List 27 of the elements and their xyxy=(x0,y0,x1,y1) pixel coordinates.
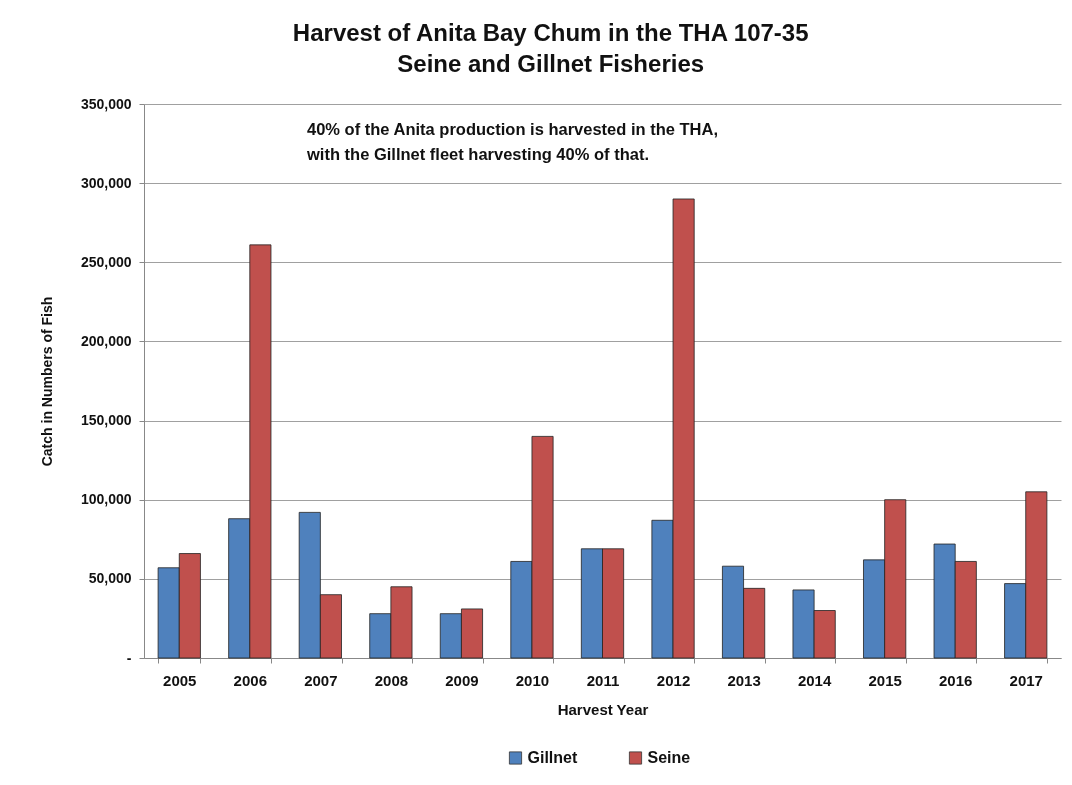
x-tick-label: 2006 xyxy=(233,671,267,689)
y-tick-label: - xyxy=(126,649,132,666)
y-tick-label: 200,000 xyxy=(80,332,132,349)
x-tick-label: 2005 xyxy=(163,671,197,689)
y-tick-label: 50,000 xyxy=(88,570,132,587)
x-tick-label: 2016 xyxy=(939,671,973,689)
x-tick-label: 2008 xyxy=(374,671,409,689)
annotation: 40% of the Anita production is harvested in the THA, with the Gillnet fleet harvesting 40% of that. xyxy=(306,120,719,163)
legend-label: Seine xyxy=(647,749,691,766)
x-tick-label: 2010 xyxy=(515,671,550,689)
y-tick-label: 150,000 xyxy=(80,412,132,429)
y-tick-label: 250,000 xyxy=(80,253,132,270)
y-tick-label: 300,000 xyxy=(80,174,132,191)
x-tick-label: 2011 xyxy=(586,671,620,689)
y-tick-label: 100,000 xyxy=(80,491,132,508)
y-axis-title: Catch in Numbers of Fish xyxy=(38,296,55,467)
legend-label: Gillnet xyxy=(527,749,578,766)
x-tick-label: 2012 xyxy=(656,671,691,689)
x-axis-title: Harvest Year xyxy=(557,700,649,718)
x-tick-label: 2014 xyxy=(797,671,832,689)
x-tick-label: 2017 xyxy=(1009,671,1043,689)
y-tick-label: 350,000 xyxy=(80,95,132,112)
x-tick-label: 2013 xyxy=(727,671,761,689)
x-tick-label: 2007 xyxy=(304,671,338,689)
x-tick-label: 2015 xyxy=(868,671,902,689)
chart-title: Harvest of Anita Bay Chum in the THA 107-35 Seine and Gillnet Fisheries xyxy=(292,19,809,77)
x-tick-label: 2009 xyxy=(445,671,479,689)
